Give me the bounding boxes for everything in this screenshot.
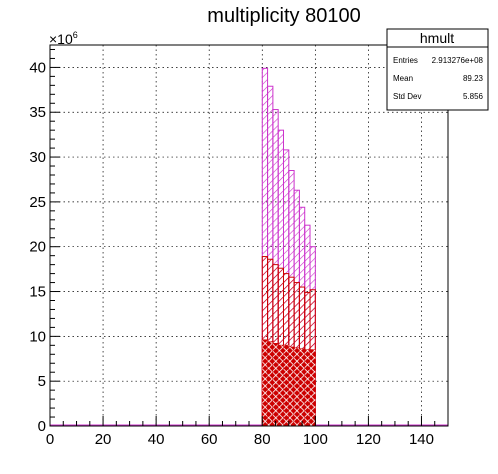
x-tick-label: 120: [356, 431, 381, 448]
y-tick-label: 20: [29, 239, 46, 256]
x-tick-label: 40: [148, 431, 165, 448]
stats-entries-label: Entries: [393, 56, 418, 65]
histogram-bar-s2-hatch: [288, 347, 295, 426]
y-tick-label: 35: [29, 104, 46, 121]
stats-entries-value: 2.913276e+08: [432, 56, 484, 65]
stats-box-title: hmult: [420, 30, 454, 46]
y-tick-label: 5: [38, 373, 46, 390]
histogram-bar-s2-hatch: [299, 348, 305, 426]
stats-mean-label: Mean: [393, 74, 413, 83]
y-exponent-label: ×106: [49, 30, 78, 47]
stats-stddev-value: 5.856: [463, 92, 484, 101]
histogram-bar-s2-hatch: [272, 343, 279, 426]
x-tick-label: 0: [46, 431, 54, 448]
x-tick-label: 100: [303, 431, 328, 448]
histogram-bar-s2-hatch: [262, 339, 268, 426]
axes: 0 20 40 60 80 100 120 140 0 5 10 15 20 25 30 35 40: [29, 45, 449, 448]
y-tick-label: 30: [29, 149, 46, 166]
histogram-bar-s2-hatch: [310, 349, 316, 426]
histogram-bars: [50, 67, 448, 427]
y-tick-label: 0: [38, 418, 46, 435]
x-tick-label: 80: [254, 431, 271, 448]
histogram-bar-s2-hatch: [294, 348, 300, 426]
y-tick-label: 40: [29, 59, 46, 76]
x-tick-label: 20: [95, 431, 112, 448]
x-tick-label: 140: [409, 431, 434, 448]
y-tick-label: 10: [29, 328, 46, 345]
histogram-bar-s2-hatch: [304, 349, 311, 426]
stats-stddev-label: Std Dev: [393, 92, 421, 101]
y-tick-label: 25: [29, 194, 46, 211]
histogram-bar-s2-hatch: [283, 345, 289, 426]
chart-title: multiplicity 80100: [207, 5, 360, 27]
stats-mean-value: 89.23: [463, 74, 484, 83]
histogram-bar-s2-hatch: [278, 345, 284, 426]
x-tick-label: 60: [201, 431, 218, 448]
stats-box: hmult Entries 2.913276e+08 Mean 89.23 St…: [386, 28, 489, 111]
histogram-bar-s2-hatch: [267, 341, 273, 426]
y-tick-label: 15: [29, 284, 46, 301]
